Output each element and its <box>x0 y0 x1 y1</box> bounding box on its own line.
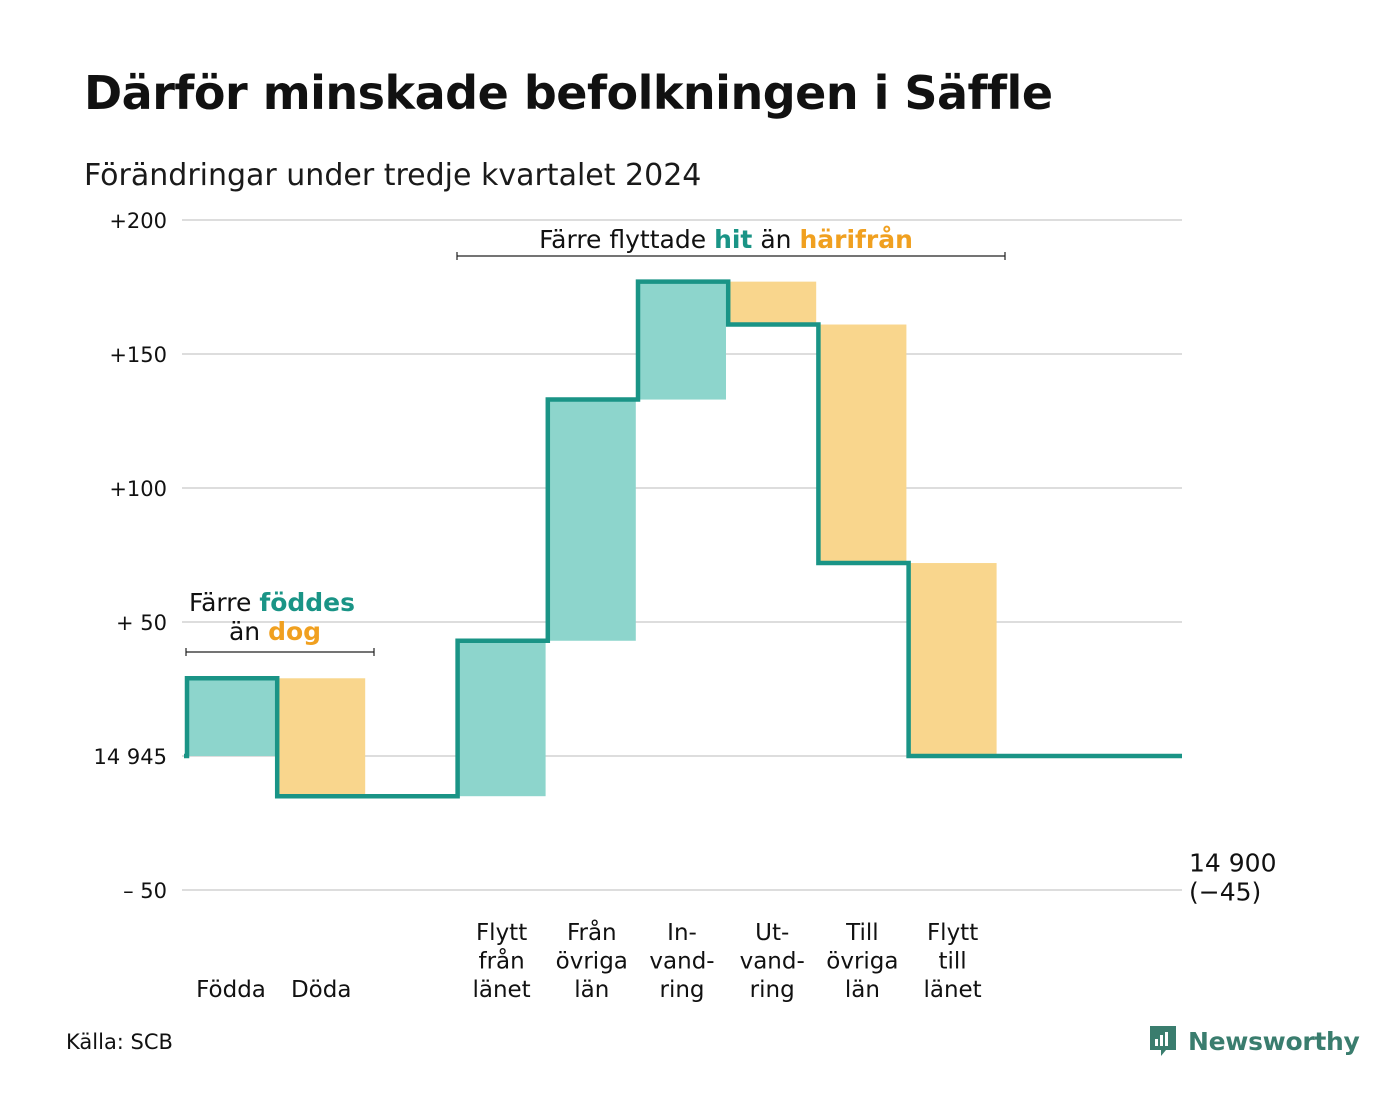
bar-decrease <box>818 324 907 564</box>
x-tick-label: In-vand-ring <box>649 920 714 1003</box>
natural-bracket <box>185 648 375 656</box>
y-tick-label: +100 <box>109 477 167 501</box>
end-change: (−45) <box>1189 878 1261 907</box>
cumulative-step-line <box>184 279 1182 799</box>
newsworthy-logo-icon <box>1150 1026 1176 1056</box>
bar-increase <box>457 640 546 797</box>
source-note: Källa: SCB <box>66 1030 173 1054</box>
y-tick-label: 14 945 <box>94 745 167 769</box>
brand-logo[interactable]: Newsworthy <box>1148 1024 1360 1058</box>
bar-increase <box>187 678 275 756</box>
bar-decrease <box>728 281 817 325</box>
chart-title: Därför minskade befolkningen i Säffle <box>84 66 1053 120</box>
end-value-label: 14 900 (−45) <box>1189 849 1276 907</box>
migration-annotation-text: Färre flyttade hit än härifrån <box>539 225 913 254</box>
bar-increase <box>638 281 726 400</box>
natural-change-annotation: Färre föddes än dog <box>185 588 375 656</box>
end-value: 14 900 <box>1189 849 1276 878</box>
migration-annotation: Färre flyttade hit än härifrån <box>456 225 1006 260</box>
x-tick-label: Ut-vand-ring <box>740 920 805 1003</box>
annotations: Färre föddes än dog Färre flyttade hit ä… <box>185 225 1006 656</box>
bar-decrease <box>908 563 997 756</box>
chart-subtitle: Förändringar under tredje kvartalet 2024 <box>84 158 702 193</box>
x-tick-label: Till övriga län <box>826 920 898 1003</box>
x-tick-label: Från övriga län <box>556 918 628 1003</box>
y-tick-label: + 50 <box>116 611 167 635</box>
x-axis-labels: Födda Döda Flytt från länet Från övriga län In-v… <box>196 918 982 1003</box>
y-tick-label: +150 <box>109 343 167 367</box>
natural-annotation-line2: än dog <box>229 617 321 646</box>
bars <box>187 281 997 797</box>
x-tick-label: Döda <box>291 977 351 1003</box>
y-tick-label: +200 <box>109 209 167 233</box>
y-axis-labels: +200 +150 +100 + 50 14 945 – 50 <box>94 209 167 903</box>
x-tick-label: Födda <box>196 977 266 1003</box>
x-tick-label: Flytt till länet <box>923 920 981 1003</box>
bar-decrease <box>277 678 366 797</box>
brand-name: Newsworthy <box>1188 1026 1360 1056</box>
cumulative-line <box>184 279 1182 799</box>
migration-bracket <box>456 252 1006 260</box>
x-tick-label: Flytt från länet <box>472 920 530 1003</box>
natural-annotation-line1: Färre föddes <box>189 588 355 617</box>
y-tick-label: – 50 <box>123 879 167 903</box>
bar-increase <box>547 399 636 641</box>
